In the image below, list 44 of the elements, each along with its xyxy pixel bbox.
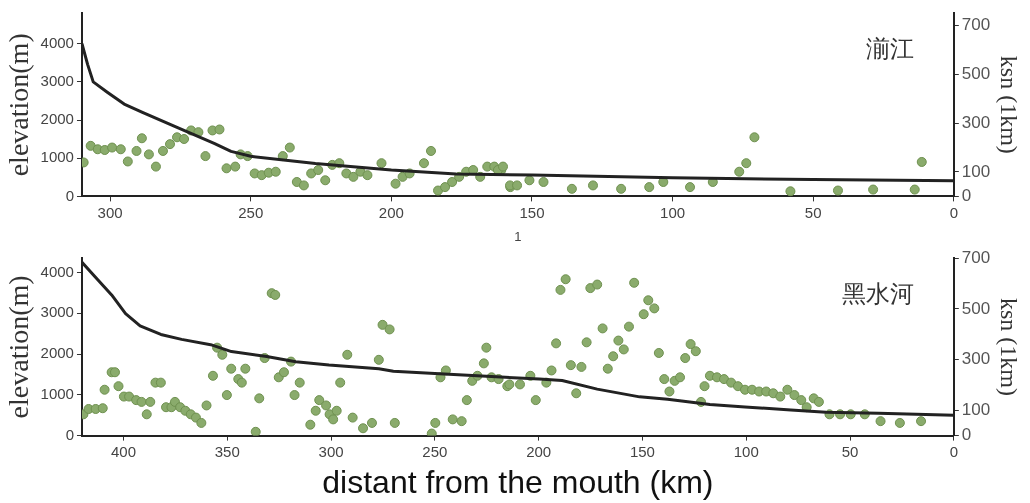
y-tick-label: 0: [65, 186, 74, 204]
x-tick-label: 150: [519, 203, 545, 221]
y2-tick-label: 500: [961, 298, 991, 318]
x-tick-label: 0: [949, 203, 959, 221]
x-tick-label: 400: [110, 442, 136, 460]
y2-tick-label: 100: [961, 161, 991, 181]
y2-tick-label: 700: [961, 247, 991, 267]
x-tick-label: 100: [660, 203, 686, 221]
y2-tick-label: 300: [961, 112, 991, 132]
x-axis-title: distant from the mouth (km): [322, 463, 714, 500]
y2-tick-label: 0: [961, 186, 972, 206]
x-tick-label: 350: [214, 442, 240, 460]
y2-tick-label: 500: [961, 63, 991, 83]
x-tick-label: 0: [949, 442, 959, 460]
y-axis-title: elevation(m): [3, 275, 35, 419]
x-tick-label: 200: [378, 203, 404, 221]
y-tick-label: 4000: [40, 262, 74, 280]
y-axis-title: elevation(m): [3, 33, 35, 177]
y-tick-label: 0: [65, 425, 74, 443]
y2-tick-label: 300: [961, 349, 991, 369]
x-tick-label: 200: [526, 442, 552, 460]
x-tick-label: 50: [804, 203, 822, 221]
x-tick-label: 300: [97, 203, 123, 221]
y-tick-label: 2000: [40, 110, 74, 128]
annotation: 黑水河: [841, 279, 914, 307]
x-tick-label: 50: [841, 442, 859, 460]
y-tick-label: 2000: [40, 344, 74, 362]
x-axis-title: 1: [514, 228, 522, 244]
y-tick-label: 4000: [40, 33, 74, 51]
x-tick-label: 250: [238, 203, 264, 221]
x-tick-label: 250: [422, 442, 448, 460]
y2-tick-label: 100: [961, 399, 991, 419]
y2-tick-label: 0: [961, 425, 972, 445]
y-tick-label: 3000: [40, 303, 74, 321]
y2-axis-title: ksn (1km): [996, 297, 1023, 396]
y2-axis-title: ksn (1km): [996, 55, 1023, 154]
x-tick-label: 150: [629, 442, 655, 460]
x-tick-label: 100: [733, 442, 759, 460]
annotation: 湔江: [865, 34, 914, 62]
y-tick-label: 1000: [40, 148, 74, 166]
x-tick-label: 300: [318, 442, 344, 460]
y-tick-label: 1000: [40, 384, 74, 402]
y2-tick-label: 700: [961, 15, 991, 35]
y-tick-label: 3000: [40, 72, 74, 90]
